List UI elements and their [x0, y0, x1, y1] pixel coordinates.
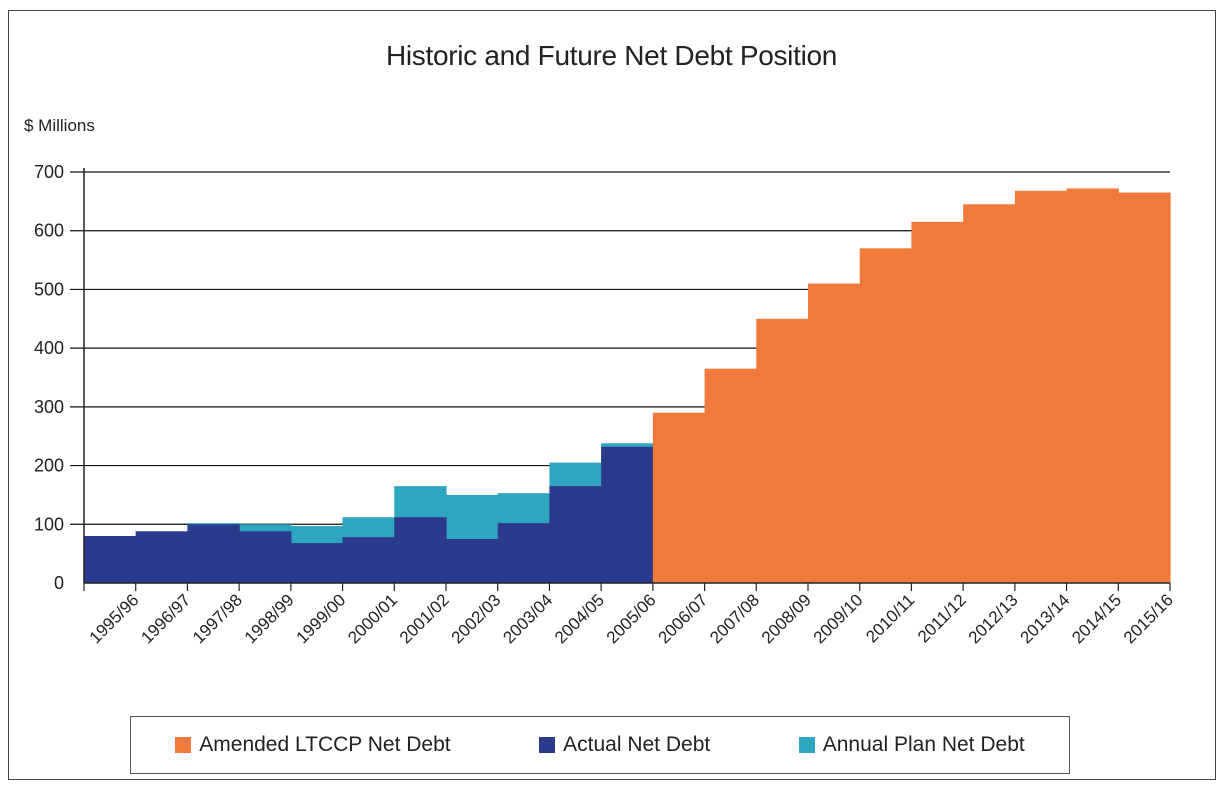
- actual-debt-bar: [549, 486, 602, 583]
- legend-item-actual-net-debt: Actual Net Debt: [539, 733, 710, 757]
- actual-debt-bar: [239, 531, 292, 583]
- y-tick-label: 400: [34, 338, 64, 358]
- x-tick-label: 2014/15: [1068, 590, 1125, 647]
- actual-debt-bar: [84, 536, 137, 583]
- y-tick-label: 500: [34, 279, 64, 299]
- x-tick-label: 2002/03: [448, 590, 505, 647]
- y-tick-label: 600: [34, 221, 64, 241]
- y-tick-label: 300: [34, 397, 64, 417]
- ltccp-bar: [911, 221, 964, 583]
- legend: Amended LTCCP Net Debt Actual Net Debt A…: [130, 716, 1070, 774]
- x-tick-label: 1996/97: [137, 590, 194, 647]
- ltccp-bar: [1118, 192, 1171, 584]
- x-tick-label: 2004/05: [551, 590, 608, 647]
- ltccp-bar: [704, 368, 757, 583]
- legend-label-annual-plan-net-debt: Annual Plan Net Debt: [822, 733, 1025, 756]
- actual-debt-bar: [601, 446, 654, 583]
- legend-swatch-amended-ltccp: [175, 737, 192, 753]
- x-tick-label: 2015/16: [1120, 590, 1177, 647]
- legend-label-amended-ltccp: Amended LTCCP Net Debt: [199, 733, 451, 756]
- ltccp-bar: [808, 283, 861, 583]
- actual-debt-bar: [342, 537, 395, 583]
- x-tick-label: 2000/01: [344, 590, 401, 647]
- ltccp-bar: [859, 248, 913, 584]
- x-tick-label: 2009/10: [810, 590, 867, 647]
- legend-label-actual-net-debt: Actual Net Debt: [563, 733, 711, 756]
- x-tick-label: 2003/04: [499, 590, 556, 647]
- y-tick-label: 700: [34, 162, 64, 182]
- actual-debt-bar: [497, 523, 551, 583]
- y-tick-label: 200: [34, 456, 64, 476]
- x-tick-label: 1999/00: [293, 590, 350, 647]
- y-axis-unit-label: $ Millions: [24, 116, 95, 135]
- legend-item-annual-plan-net-debt: Annual Plan Net Debt: [798, 733, 1025, 757]
- x-tick-label: 2011/12: [914, 590, 970, 646]
- x-tick-label: 1998/99: [241, 590, 298, 647]
- ltccp-bar: [756, 318, 809, 583]
- ltccp-bar: [1066, 188, 1119, 583]
- actual-debt-bar: [446, 538, 499, 583]
- actual-debt-bar: [394, 517, 447, 583]
- y-tick-label: 100: [34, 514, 64, 534]
- actual-debt-bar: [135, 531, 189, 583]
- x-tick-label: 2008/09: [758, 590, 815, 647]
- actual-debt-bar: [187, 524, 240, 583]
- x-tick-label: 2001/02: [396, 590, 453, 647]
- x-tick-label: 2010/11: [862, 590, 918, 646]
- legend-item-amended-ltccp: Amended LTCCP Net Debt: [175, 733, 451, 757]
- x-tick-label: 2013/14: [1017, 590, 1074, 647]
- x-tick-label: 2006/07: [655, 590, 712, 647]
- ltccp-bar: [1014, 190, 1068, 583]
- actual-debt-bar: [290, 543, 344, 583]
- ltccp-bar: [963, 204, 1016, 584]
- legend-swatch-actual-net-debt: [539, 737, 556, 753]
- x-tick-label: 2005/06: [603, 590, 660, 647]
- x-tick-label: 1995/96: [86, 590, 143, 647]
- x-tick-label: 2012/13: [965, 590, 1022, 647]
- ltccp-bar: [652, 412, 706, 583]
- y-tick-label: 0: [54, 573, 64, 593]
- chart-title: Historic and Future Net Debt Position: [385, 40, 838, 71]
- legend-swatch-annual-plan-net-debt: [798, 737, 815, 753]
- x-tick-label: 2007/08: [706, 590, 763, 647]
- x-tick-label: 1997/98: [189, 590, 246, 647]
